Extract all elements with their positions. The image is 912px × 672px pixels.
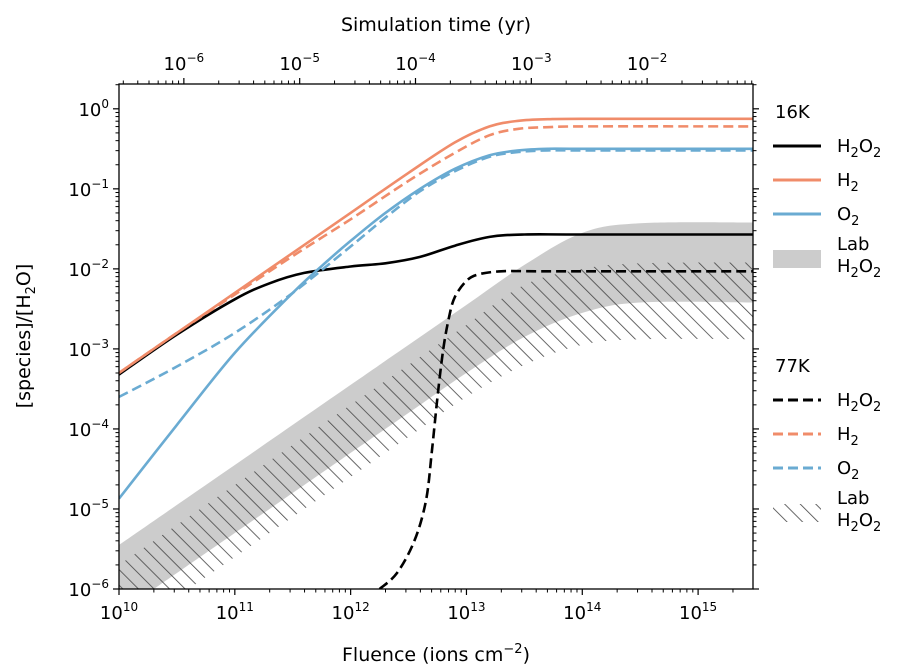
x-tick-label: 1011 [216, 600, 254, 624]
top-x-axis-label: Simulation time (yr) [341, 14, 531, 36]
x-tick-label: 1014 [563, 600, 601, 624]
legend-label: H2O2 [837, 256, 881, 281]
plot-frame [118, 83, 754, 590]
x-tick-label: 1013 [447, 600, 485, 624]
top-tick-label: 10−3 [511, 51, 552, 75]
series-16k-h2 [119, 117, 753, 374]
series-lines [119, 117, 753, 589]
x-tick-label: 1010 [100, 600, 138, 624]
legend-label: H2O2 [837, 510, 881, 535]
top-tick-label: 10−2 [627, 51, 668, 75]
y-tick-label: 10−1 [68, 177, 109, 201]
band-77k-lab-h2o2 [119, 262, 753, 589]
x-tick-label: 1015 [679, 600, 717, 624]
y-tick-label: 10−5 [68, 497, 109, 521]
top-tick-label: 10−4 [395, 51, 436, 75]
y-tick-label: 10−6 [68, 577, 109, 601]
series-77k-h2 [119, 125, 753, 374]
legend-title: 77K [775, 356, 811, 377]
legend-label: H2O2 [837, 136, 881, 161]
y-axis-ticks: 100 10−1 10−2 10−3 10−4 10−5 10−6 [68, 84, 759, 601]
series-77k-o2 [119, 149, 753, 399]
x-tick-label: 1012 [332, 600, 370, 624]
legend-label: O2 [837, 204, 859, 229]
y-axis-label: [species]/[H2O] [13, 264, 39, 409]
series-16k-o2 [119, 147, 753, 500]
x-axis-label: Fluence (ions cm−2) [342, 642, 530, 666]
top-tick-label: 10−5 [279, 51, 320, 75]
legend-label: H2 [837, 424, 859, 449]
y-tick-label: 10−4 [68, 417, 109, 441]
legend-label: Lab [837, 234, 869, 255]
legend-title: 16K [775, 102, 811, 123]
y-tick-label: 100 [78, 97, 109, 121]
legend-patch-swatch [773, 250, 821, 268]
legend-label: Lab [837, 488, 869, 509]
legend-label: H2O2 [837, 390, 881, 415]
top-tick-label: 10−6 [164, 51, 205, 75]
series-16k-h2o2 [119, 233, 753, 376]
legend-label: O2 [837, 458, 859, 483]
y-tick-label: 10−2 [68, 257, 109, 281]
legend-label: H2 [837, 170, 859, 195]
x-axis-ticks: 1010 1011 1012 1013 1014 1015 [100, 589, 734, 624]
legend-hatch-swatch [773, 504, 821, 522]
series-77k-h2o2 [378, 269, 753, 589]
top-axis-ticks: 10−6 10−5 10−4 10−3 10−2 [122, 51, 753, 84]
bands [119, 222, 753, 589]
y-tick-label: 10−3 [68, 337, 109, 361]
